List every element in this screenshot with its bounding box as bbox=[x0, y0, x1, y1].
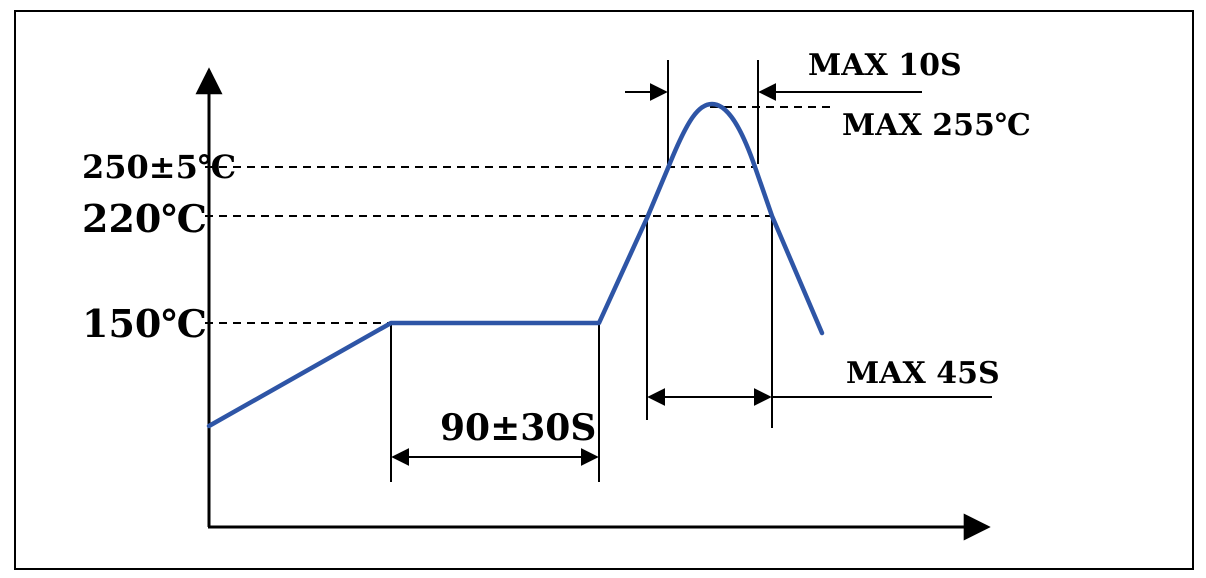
reflow-profile-curve bbox=[206, 101, 825, 429]
diagram-frame bbox=[14, 10, 1194, 570]
peak-temp-label: MAX 255℃ bbox=[842, 108, 1031, 143]
y-label-150: 150℃ bbox=[82, 301, 207, 346]
y-label-250: 250±5℃ bbox=[82, 148, 236, 186]
soak-time-label: 90±30S bbox=[440, 407, 596, 449]
y-label-220: 220℃ bbox=[82, 196, 207, 241]
reflow-time-label: MAX 45S bbox=[846, 356, 1000, 391]
peak-time-label: MAX 10S bbox=[808, 48, 962, 83]
